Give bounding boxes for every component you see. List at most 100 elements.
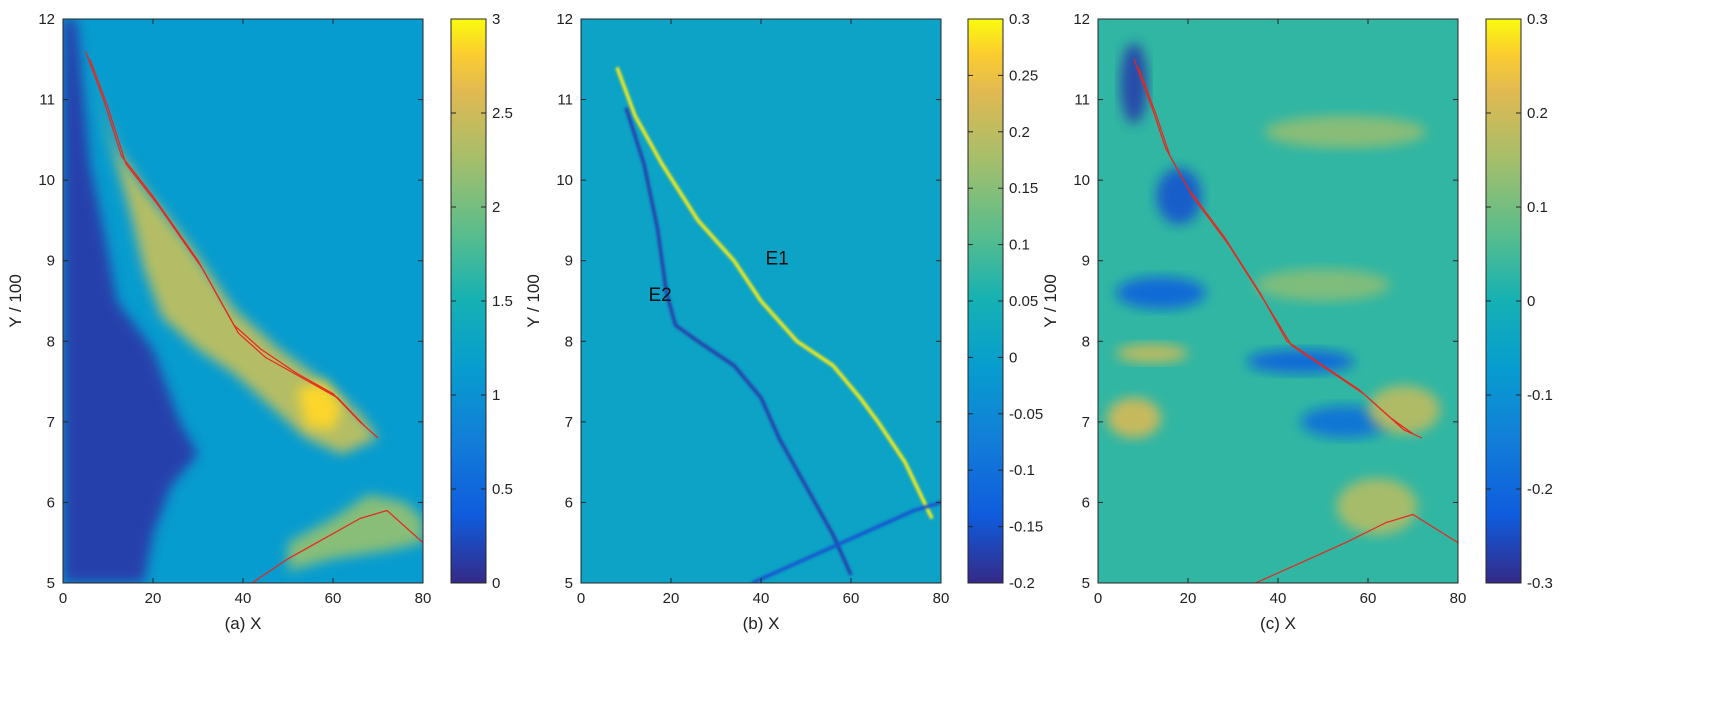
x-tick-label: 60: [325, 590, 342, 607]
colorbar-tick-label: -0.15: [1009, 519, 1043, 536]
colorbar-tick-label: -0.1: [1527, 387, 1553, 404]
y-tick-label: 12: [38, 11, 55, 28]
ridge-line-2: [751, 500, 941, 583]
y-tick-label: 11: [557, 92, 573, 109]
colorbar-gradient: [968, 19, 1003, 583]
x-tick-label: 20: [1180, 590, 1197, 607]
colorbar-tick-label: -0.2: [1009, 575, 1035, 592]
panel-a-x-label: (a) X: [225, 614, 262, 633]
panel-b-plot-area: [580, 18, 942, 584]
heatmap-blob-3: [1246, 349, 1355, 374]
x-tick-label: 80: [415, 590, 432, 607]
y-tick-label: 12: [1073, 11, 1090, 28]
y-tick-label: 8: [47, 333, 55, 350]
y-tick-label: 8: [565, 333, 573, 350]
heatmap-blob-7: [1368, 385, 1440, 434]
colorbar-tick-label: 0.25: [1009, 67, 1038, 84]
panel-c: 0 20 40 60 80 5 6 7 8 9 10 11 12 (c) X Y / 100 -0.3…: [1041, 11, 1553, 633]
panel-b-colorbar: -0.2 -0.15 -0.1 -0.05 0 0.05 0.1 0.15 0.2 0.25 0.3: [967, 11, 1043, 592]
y-tick-label: 7: [47, 414, 55, 431]
x-tick-label: 0: [1094, 590, 1102, 607]
panel-c-x-label: (c) X: [1260, 614, 1296, 633]
y-tick-label: 10: [38, 172, 55, 189]
colorbar-tick-label: 0.2: [1009, 124, 1030, 141]
panel-a-colorbar: 0 0.5 1 1.5 2 2.5 3: [450, 11, 513, 592]
y-tick-label: 9: [565, 253, 573, 270]
heatmap-blob-6: [1116, 343, 1188, 364]
y-tick-label: 7: [565, 414, 573, 431]
y-tick-label: 12: [556, 11, 573, 28]
colorbar-tick-label: -0.3: [1527, 575, 1553, 592]
y-tick-label: 9: [47, 253, 55, 270]
colorbar-tick-label: 0.05: [1009, 293, 1038, 310]
heatmap-blob-9: [1264, 115, 1427, 148]
colorbar-tick-label: -0.2: [1527, 481, 1553, 498]
x-tick-label: 40: [753, 590, 770, 607]
red-contour-2: [1255, 513, 1458, 583]
colorbar-tick-label: 0.3: [1527, 11, 1548, 28]
panel-c-colorbar: -0.3 -0.2 -0.1 0 0.1 0.2 0.3: [1485, 11, 1553, 592]
colorbar-tick-label: 2: [492, 199, 500, 216]
x-tick-label: 20: [145, 590, 162, 607]
x-tick-label: 80: [933, 590, 950, 607]
y-tick-label: 8: [1082, 333, 1090, 350]
colorbar-tick-label: -0.1: [1009, 462, 1035, 479]
x-tick-label: 0: [577, 590, 585, 607]
y-tick-label: 6: [565, 494, 573, 511]
colorbar-tick-label: 0.1: [1527, 199, 1548, 216]
colorbar-tick-label: 0.3: [1009, 11, 1030, 28]
colorbar-tick-label: 1.5: [492, 293, 513, 310]
panel-b-y-label: Y / 100: [524, 274, 543, 328]
heatmap-blob-0: [1120, 43, 1148, 124]
x-tick-label: 0: [59, 590, 67, 607]
y-tick-label: 11: [1074, 92, 1090, 109]
panel-a-y-label: Y / 100: [6, 274, 25, 328]
panel-b-x-label: (b) X: [743, 614, 780, 633]
colorbar-tick-label: 0.1: [1009, 237, 1030, 254]
heatmap-field-1: [581, 19, 941, 583]
x-tick-label: 60: [1360, 590, 1377, 607]
y-tick-label: 5: [1082, 575, 1090, 592]
y-tick-label: 9: [1082, 253, 1090, 270]
heatmap-region-0: [63, 19, 198, 583]
colorbar-tick-label: 0: [1527, 293, 1535, 310]
heatmap-blob-5: [1107, 397, 1161, 438]
panel-c-y-axis: 5 6 7 8 9 10 11 12: [1073, 11, 1458, 592]
colorbar-gradient: [1486, 19, 1521, 583]
red-contour-1: [1137, 67, 1414, 435]
panel-b-y-axis: 5 6 7 8 9 10 11 12: [556, 11, 941, 592]
panel-c-x-axis: 0 20 40 60 80: [1094, 19, 1467, 607]
x-tick-label: 40: [1270, 590, 1287, 607]
panel-a-y-axis: 5 6 7 8 9 10 11 12: [38, 11, 423, 592]
x-tick-label: 20: [663, 590, 680, 607]
y-tick-label: 7: [1082, 414, 1090, 431]
x-tick-label: 80: [1450, 590, 1467, 607]
colorbar-tick-label: 3: [492, 11, 500, 28]
y-tick-label: 5: [47, 575, 55, 592]
red-contour-1: [89, 59, 365, 427]
y-tick-label: 5: [565, 575, 573, 592]
colorbar-tick-label: 0.15: [1009, 180, 1038, 197]
heatmap-blob-4: [1300, 405, 1391, 438]
heatmap-field-2: [1098, 19, 1458, 583]
annotation-e2: E2: [649, 285, 672, 306]
colorbar-gradient: [451, 19, 486, 583]
x-tick-label: 40: [235, 590, 252, 607]
y-tick-label: 6: [47, 494, 55, 511]
heatmap-blob-8: [1336, 478, 1418, 535]
colorbar-tick-label: 0: [492, 575, 500, 592]
annotation-e1: E1: [766, 249, 789, 270]
colorbar-tick-label: 0.2: [1527, 105, 1548, 122]
panel-c-y-label: Y / 100: [1041, 274, 1060, 328]
colorbar-tick-label: 0.5: [492, 481, 513, 498]
heatmap-blob-10: [1255, 268, 1391, 301]
panel-a-x-axis: 0 20 40 60 80: [59, 19, 432, 607]
colorbar-tick-label: -0.05: [1009, 406, 1043, 423]
heatmap-field-0: [63, 19, 423, 583]
panel-b-x-axis: 0 20 40 60 80: [577, 19, 950, 607]
heatmap-blob-1: [1156, 168, 1202, 225]
ridge-line-1: [624, 107, 853, 576]
panel-a-plot-area: [62, 18, 424, 584]
